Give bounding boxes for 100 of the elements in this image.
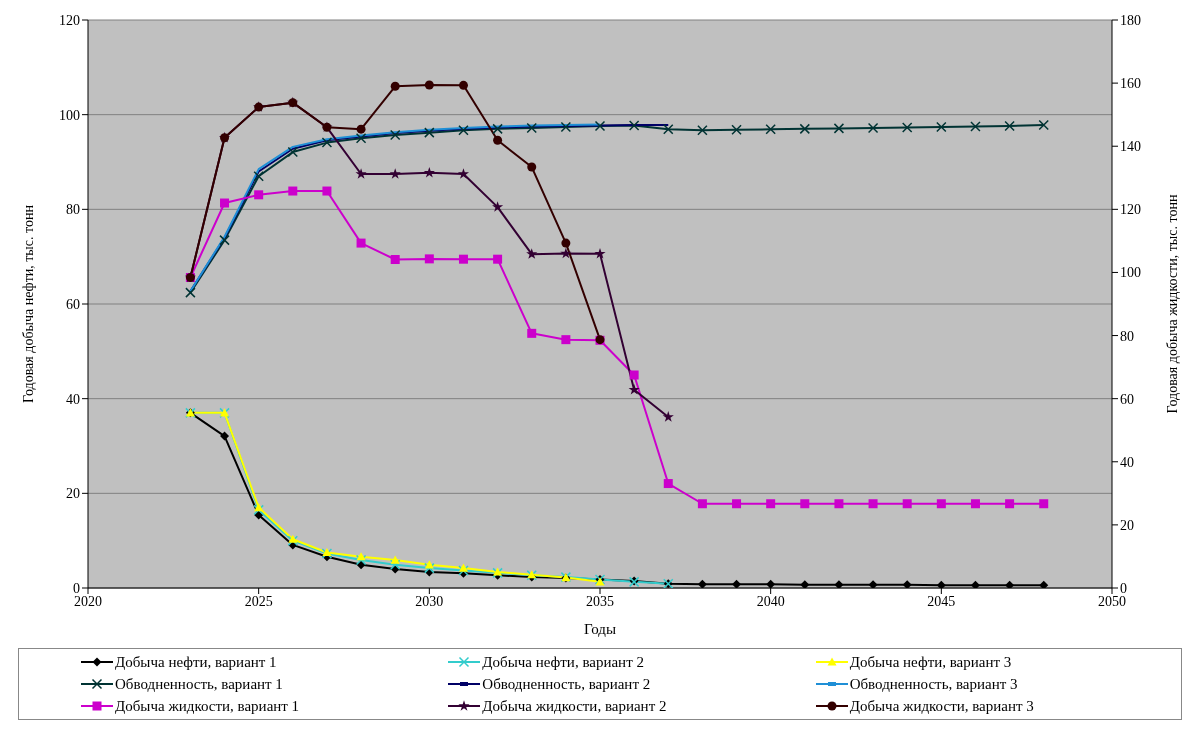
point [628, 120, 640, 131]
y2-tick-label: 0 [1120, 580, 1127, 596]
x-tick-label: 2020 [74, 593, 102, 609]
point [356, 238, 366, 248]
point [1038, 119, 1049, 131]
point [390, 255, 400, 265]
legend-label: Добыча нефти, вариант 3 [849, 653, 1012, 671]
y2-tick-label: 40 [1120, 454, 1134, 470]
point [628, 383, 640, 395]
y2-tick-label: 180 [1120, 12, 1141, 28]
legend-label: Добыча жидкости, вариант 2 [482, 697, 667, 715]
point [936, 499, 946, 509]
point [834, 580, 844, 588]
point [322, 186, 332, 196]
point [800, 499, 810, 509]
point [355, 554, 367, 566]
legend-label: Обводненность, вариант 3 [849, 675, 1018, 693]
point [424, 80, 434, 90]
point [389, 129, 401, 141]
point [1004, 120, 1015, 132]
point [936, 580, 946, 588]
point [766, 579, 776, 588]
point [424, 127, 435, 138]
point [697, 499, 707, 509]
y2-axis-title: Годовая добыча жидкости, тыс. тонн [1164, 194, 1180, 414]
point [389, 168, 401, 179]
point [867, 122, 879, 134]
y-tick-label: 40 [66, 391, 80, 407]
point [936, 121, 947, 133]
point [697, 125, 708, 136]
point [424, 562, 435, 574]
point [663, 479, 673, 489]
point [493, 135, 503, 145]
point [834, 499, 844, 509]
y2-tick-label: 160 [1120, 76, 1141, 92]
point [288, 186, 298, 196]
point [220, 431, 230, 441]
point [287, 146, 299, 158]
point [901, 122, 913, 133]
point [902, 580, 912, 588]
point [799, 123, 811, 135]
point [389, 559, 401, 571]
x-tick-label: 2050 [1098, 593, 1126, 609]
point [356, 552, 366, 561]
point [766, 499, 776, 509]
y-tick-label: 60 [66, 296, 80, 312]
y-tick-label: 120 [59, 12, 80, 28]
y2-tick-label: 100 [1120, 265, 1141, 281]
y2-tick-label: 20 [1120, 517, 1134, 533]
point [458, 80, 468, 90]
y-tick-label: 20 [66, 486, 80, 502]
point [253, 504, 264, 516]
point [492, 123, 503, 135]
legend-label: Добыча нефти, вариант 1 [115, 653, 277, 671]
point [185, 287, 196, 298]
x-tick-label: 2025 [244, 593, 273, 609]
point [493, 254, 503, 264]
point [220, 198, 230, 208]
point [868, 499, 878, 509]
y2-tick-label: 140 [1120, 139, 1141, 155]
x-tick-label: 2035 [586, 593, 614, 609]
point [833, 123, 845, 134]
point [526, 122, 537, 134]
point [458, 563, 468, 572]
point [732, 499, 742, 509]
point [732, 579, 742, 588]
point [594, 120, 606, 132]
point [527, 162, 537, 172]
y-tick-label: 0 [73, 580, 80, 596]
point [526, 248, 538, 259]
x-tick-label: 2040 [756, 593, 785, 609]
point [423, 166, 435, 178]
point [560, 121, 572, 133]
legend-label: Обводненность, вариант 1 [115, 675, 283, 693]
point [390, 555, 400, 564]
point [457, 168, 470, 179]
point [219, 234, 230, 246]
y2-tick-label: 120 [1120, 202, 1141, 218]
point [629, 370, 639, 380]
point [527, 328, 537, 338]
point [765, 124, 776, 135]
y-tick-label: 100 [59, 107, 80, 123]
point [355, 133, 367, 144]
x-axis-title: Годы [583, 621, 617, 637]
point [561, 335, 571, 345]
point [1039, 499, 1049, 509]
y2-tick-label: 60 [1120, 391, 1134, 407]
legend-label: Добыча жидкости, вариант 1 [115, 697, 300, 715]
y-tick-label: 80 [66, 202, 80, 218]
point [254, 503, 264, 512]
legend-label: Добыча жидкости, вариант 3 [849, 697, 1034, 715]
point [458, 125, 469, 136]
point [458, 254, 468, 264]
point [254, 190, 264, 200]
legend-label: Обводненность, вариант 2 [482, 675, 651, 693]
point [1005, 580, 1015, 588]
point [970, 499, 980, 509]
point [697, 579, 707, 588]
point [594, 247, 606, 259]
y2-tick-label: 80 [1120, 328, 1134, 344]
